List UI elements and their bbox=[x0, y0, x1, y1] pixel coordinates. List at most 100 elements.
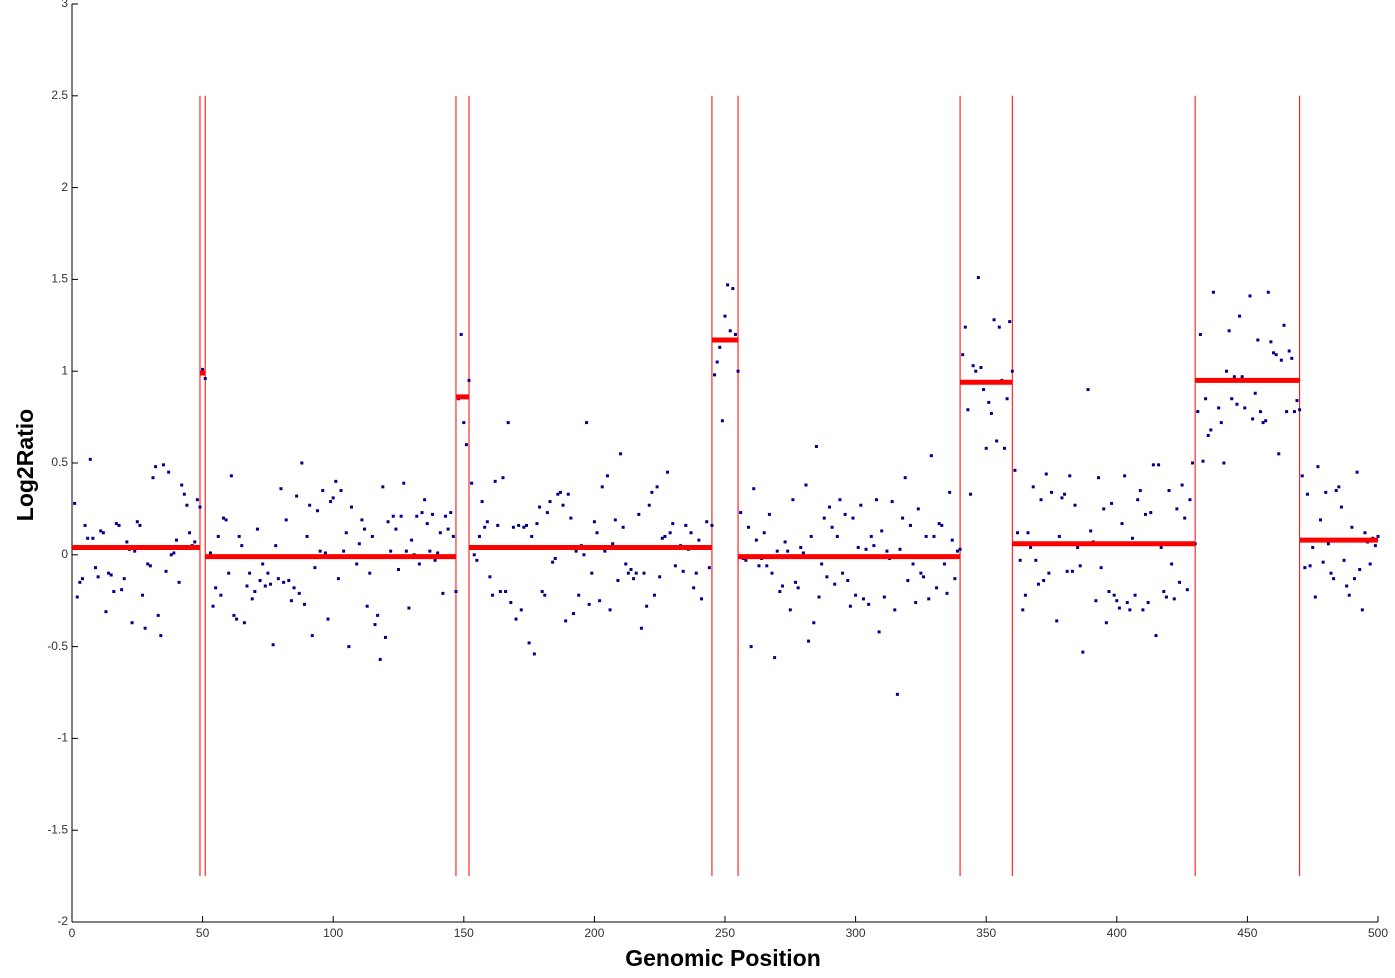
data-point bbox=[425, 522, 429, 526]
data-point bbox=[924, 534, 928, 538]
data-point bbox=[736, 369, 740, 373]
data-point bbox=[446, 527, 450, 531]
data-point bbox=[778, 590, 782, 594]
data-point bbox=[530, 534, 534, 538]
data-point bbox=[958, 547, 962, 551]
data-point bbox=[1287, 349, 1291, 353]
data-point bbox=[929, 454, 933, 458]
data-point bbox=[1313, 595, 1317, 599]
data-point bbox=[1204, 397, 1208, 401]
data-point bbox=[689, 531, 693, 535]
data-point bbox=[287, 579, 291, 583]
data-point bbox=[344, 531, 348, 535]
data-point bbox=[1159, 545, 1163, 549]
data-point bbox=[770, 571, 774, 575]
data-point bbox=[827, 505, 831, 509]
data-point bbox=[681, 569, 685, 573]
data-point bbox=[146, 562, 150, 566]
y-tick-label: 0.5 bbox=[51, 455, 68, 469]
data-point bbox=[757, 564, 761, 568]
data-point bbox=[1177, 580, 1181, 584]
data-point bbox=[976, 276, 980, 280]
x-tick-label: 50 bbox=[196, 926, 210, 940]
data-point bbox=[1272, 351, 1276, 355]
data-point bbox=[1230, 397, 1234, 401]
data-point bbox=[874, 498, 878, 502]
data-point bbox=[300, 461, 304, 465]
data-point bbox=[538, 505, 542, 509]
data-point bbox=[172, 551, 176, 555]
data-point bbox=[1164, 595, 1168, 599]
data-point bbox=[472, 553, 476, 557]
data-point bbox=[1238, 314, 1242, 318]
data-point bbox=[713, 373, 717, 377]
data-point bbox=[1044, 472, 1048, 476]
data-point bbox=[955, 549, 959, 553]
data-point bbox=[86, 536, 90, 540]
data-point bbox=[237, 534, 241, 538]
data-point bbox=[347, 645, 351, 649]
data-point bbox=[1269, 340, 1273, 344]
data-point bbox=[221, 516, 225, 520]
data-point bbox=[882, 595, 886, 599]
data-point bbox=[1319, 518, 1323, 522]
data-point bbox=[942, 562, 946, 566]
x-tick-label: 0 bbox=[69, 926, 76, 940]
data-point bbox=[219, 593, 223, 597]
data-point bbox=[224, 518, 228, 522]
data-point bbox=[198, 505, 202, 509]
data-point bbox=[728, 329, 732, 333]
data-point bbox=[78, 580, 82, 584]
data-point bbox=[992, 318, 996, 322]
data-point bbox=[488, 575, 492, 579]
data-point bbox=[854, 593, 858, 597]
data-point bbox=[582, 553, 586, 557]
data-point bbox=[846, 579, 850, 583]
data-point bbox=[227, 571, 231, 575]
data-point bbox=[248, 571, 252, 575]
data-point bbox=[342, 549, 346, 553]
data-point bbox=[274, 544, 278, 548]
data-point bbox=[1373, 544, 1377, 548]
data-point bbox=[556, 492, 560, 496]
data-point bbox=[410, 538, 414, 542]
data-point bbox=[1324, 490, 1328, 494]
data-point bbox=[1295, 399, 1299, 403]
data-point bbox=[856, 545, 860, 549]
data-point bbox=[903, 476, 907, 480]
data-point bbox=[867, 602, 871, 606]
data-point bbox=[1010, 369, 1014, 373]
data-point bbox=[605, 474, 609, 478]
data-point bbox=[1360, 608, 1364, 612]
data-point bbox=[308, 503, 312, 507]
x-tick-label: 300 bbox=[846, 926, 866, 940]
data-point bbox=[984, 446, 988, 450]
data-point bbox=[801, 551, 805, 555]
data-point bbox=[1185, 588, 1189, 592]
x-tick-label: 400 bbox=[1107, 926, 1127, 940]
data-point bbox=[645, 604, 649, 608]
data-point bbox=[1225, 369, 1229, 373]
data-point bbox=[922, 575, 926, 579]
data-point bbox=[349, 505, 353, 509]
data-point bbox=[91, 536, 95, 540]
data-point bbox=[483, 525, 487, 529]
data-point bbox=[1110, 501, 1114, 505]
y-tick-label: -2 bbox=[57, 914, 68, 928]
data-point bbox=[1298, 408, 1302, 412]
data-point bbox=[1146, 601, 1150, 605]
data-point bbox=[543, 593, 547, 597]
data-point bbox=[1073, 503, 1077, 507]
data-point bbox=[1172, 597, 1176, 601]
data-point bbox=[1352, 577, 1356, 581]
data-point bbox=[1227, 329, 1231, 333]
data-point bbox=[1167, 489, 1171, 493]
data-point bbox=[195, 498, 199, 502]
data-point bbox=[1008, 320, 1012, 324]
data-point bbox=[726, 283, 730, 287]
y-tick-label: -1.5 bbox=[47, 822, 68, 836]
data-point bbox=[551, 560, 555, 564]
data-point bbox=[814, 444, 818, 448]
data-point bbox=[535, 522, 539, 526]
data-point bbox=[1261, 421, 1265, 425]
